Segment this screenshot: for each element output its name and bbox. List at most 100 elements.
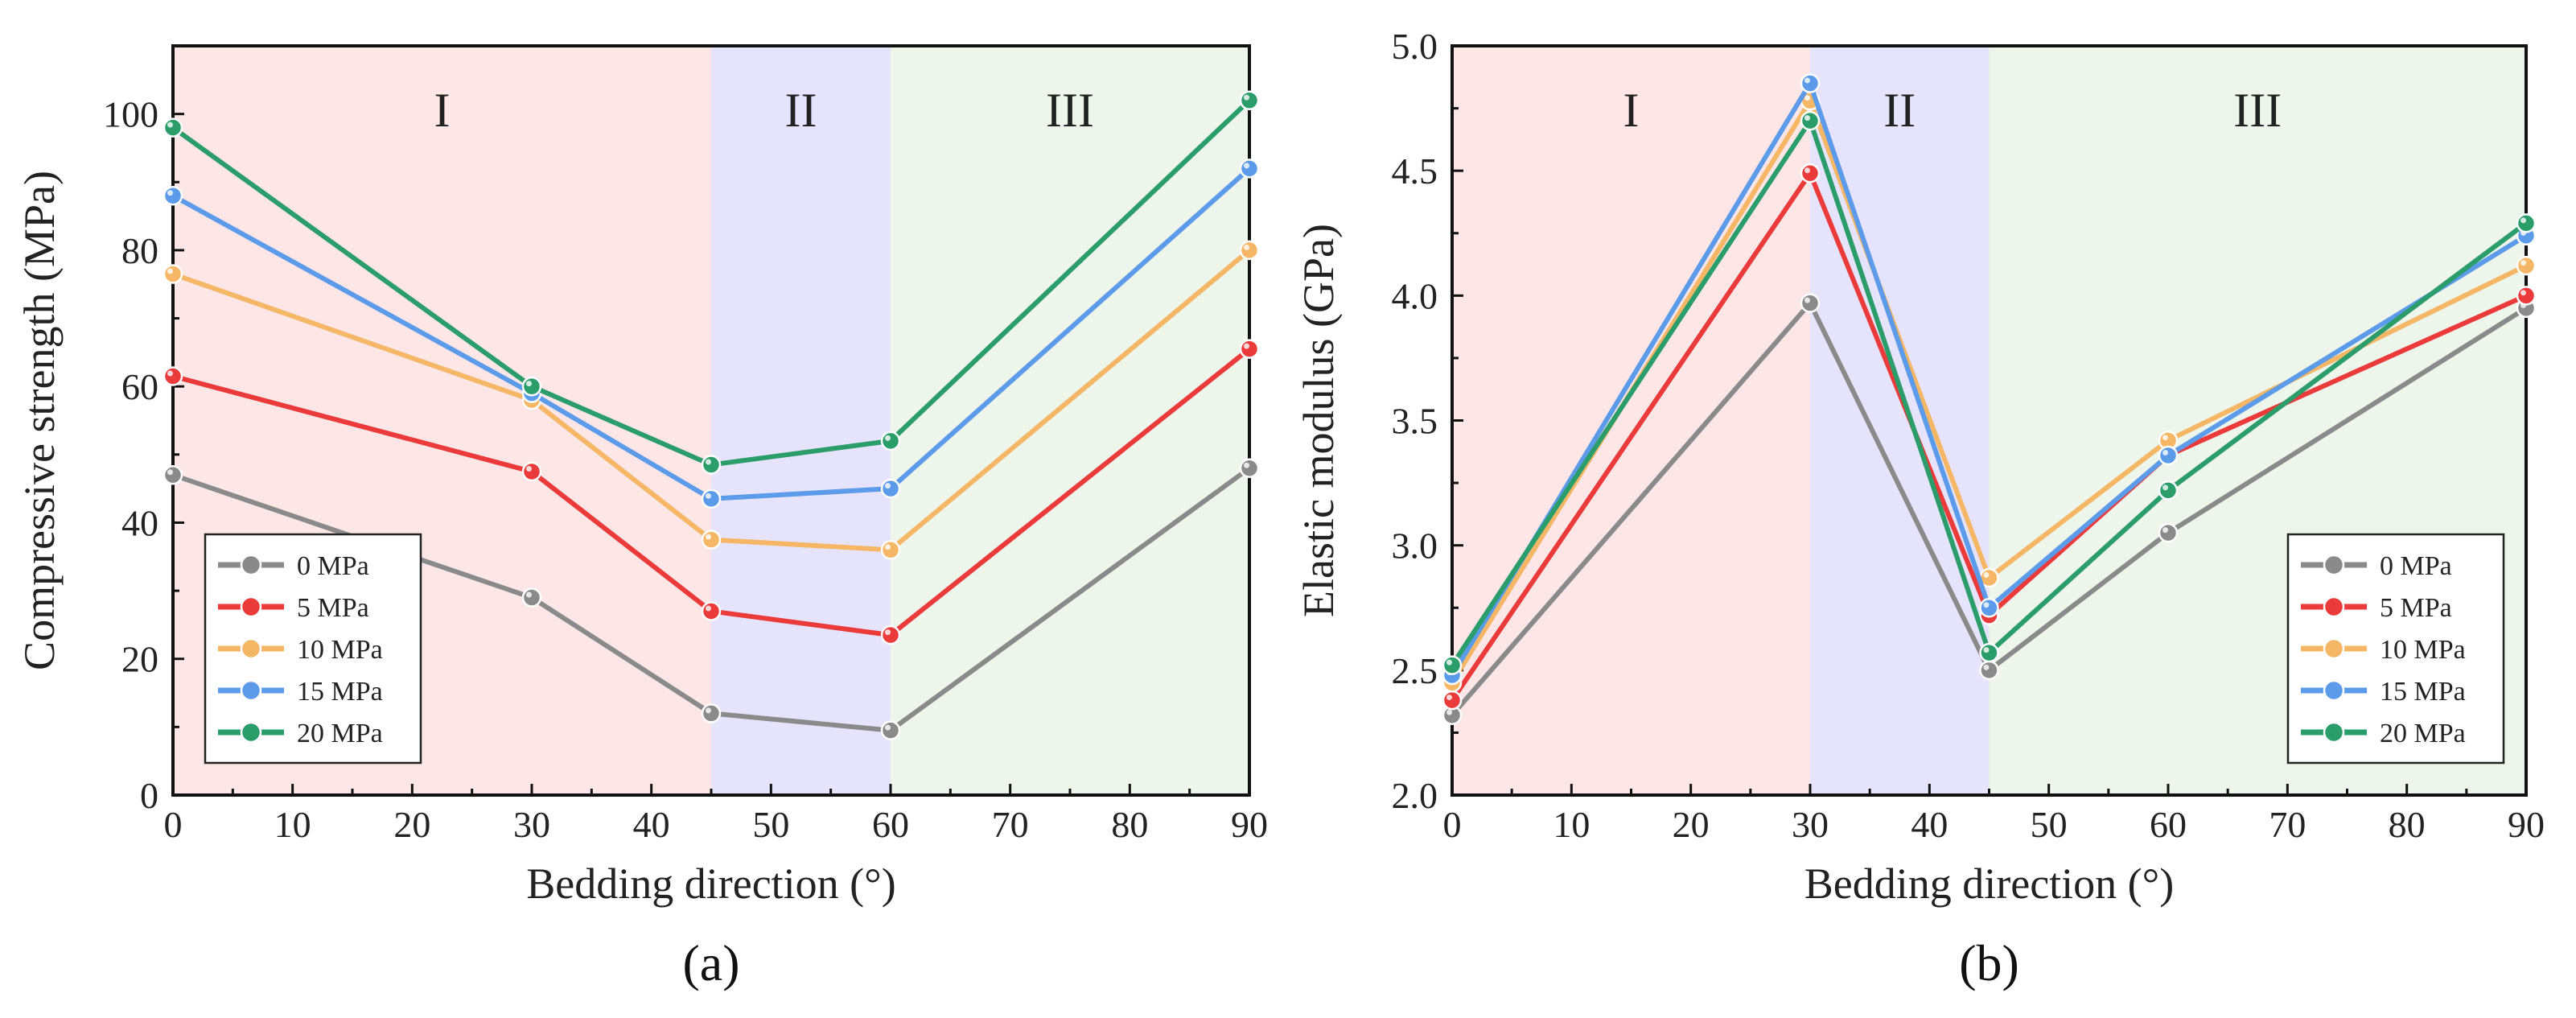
data-point-highlight: [2162, 435, 2168, 441]
panel-label: (b): [1959, 934, 2019, 991]
data-point-highlight: [1244, 462, 1249, 468]
x-tick-label: 0: [164, 804, 183, 845]
data-point-highlight: [2162, 527, 2168, 534]
legend-swatch-marker: [2323, 637, 2345, 660]
data-point: [1442, 655, 1463, 675]
legend-entry-label: 0 MPa: [297, 551, 369, 581]
data-point: [2158, 480, 2179, 501]
y-tick-label: 2.5: [1392, 650, 1438, 691]
legend-entry-label: 0 MPa: [2380, 551, 2452, 581]
legend-entry-label: 10 MPa: [2380, 635, 2466, 665]
x-tick-label: 0: [1443, 804, 1462, 845]
x-tick-label: 70: [2269, 804, 2306, 845]
data-point-highlight: [1446, 709, 1452, 715]
data-point-highlight: [1983, 647, 1990, 653]
data-point-highlight: [1804, 95, 1810, 101]
y-tick-label: 2.0: [1392, 775, 1438, 816]
data-point-highlight: [885, 629, 891, 636]
x-tick-label: 90: [1231, 804, 1268, 845]
data-point: [2158, 522, 2179, 543]
legend-swatch-marker: [240, 679, 262, 702]
data-point-highlight: [2162, 449, 2168, 455]
data-point-highlight: [167, 469, 173, 476]
legend-entry-label: 5 MPa: [297, 593, 369, 623]
data-point-highlight: [1244, 244, 1249, 250]
y-tick-label: 0: [140, 775, 158, 816]
data-point: [880, 478, 901, 499]
legend-entry-label: 10 MPa: [297, 635, 383, 665]
legend-entry-label: 20 MPa: [297, 719, 383, 748]
data-point-highlight: [2162, 484, 2168, 491]
data-point: [701, 530, 722, 550]
y-tick-label: 80: [121, 230, 158, 271]
region-label-2: II: [1883, 84, 1916, 137]
legend-swatch-marker: [240, 637, 262, 660]
data-point-highlight: [885, 483, 891, 489]
data-point: [1979, 598, 1999, 618]
legend-entry-label: 15 MPa: [2380, 677, 2466, 707]
legend-swatch-marker: [2323, 721, 2345, 744]
data-point: [1239, 458, 1260, 478]
data-point: [163, 366, 183, 386]
data-point: [2516, 255, 2537, 276]
data-point-highlight: [706, 605, 711, 612]
data-point-highlight: [706, 707, 711, 714]
data-point-highlight: [2520, 260, 2526, 266]
data-point-highlight: [2520, 217, 2526, 224]
data-point-highlight: [167, 370, 173, 377]
legend-entry-label: 15 MPa: [297, 677, 383, 707]
x-tick-label: 20: [1673, 804, 1710, 845]
x-tick-label: 20: [393, 804, 430, 845]
region-label-3: III: [1046, 84, 1094, 137]
x-tick-label: 40: [633, 804, 670, 845]
y-tick-label: 3.5: [1392, 401, 1438, 442]
y-tick-label: 20: [121, 639, 158, 680]
data-point-highlight: [167, 122, 173, 128]
x-tick-label: 40: [1911, 804, 1948, 845]
y-tick-label: 40: [121, 502, 158, 543]
data-point: [880, 720, 901, 740]
data-point-highlight: [526, 591, 532, 598]
data-point: [1239, 90, 1260, 110]
x-tick-label: 60: [872, 804, 909, 845]
data-point-highlight: [885, 435, 891, 441]
y-tick-label: 5.0: [1392, 26, 1438, 67]
data-point-highlight: [1804, 297, 1810, 303]
data-point-highlight: [885, 724, 891, 731]
x-tick-label: 60: [2150, 804, 2187, 845]
data-point: [880, 624, 901, 645]
data-point: [1800, 73, 1821, 93]
panel-label: (a): [682, 934, 739, 991]
legend-swatch-marker: [2323, 596, 2345, 618]
legend-swatch-marker: [240, 721, 262, 744]
data-point-highlight: [167, 268, 173, 274]
data-point: [1979, 642, 1999, 663]
data-point-highlight: [167, 190, 173, 196]
data-point: [163, 185, 183, 206]
data-point: [2516, 213, 2537, 233]
data-point-highlight: [1804, 115, 1810, 122]
data-point: [880, 431, 901, 451]
data-point-highlight: [1446, 694, 1452, 701]
data-point: [521, 461, 542, 482]
x-tick-label: 10: [1553, 804, 1590, 845]
y-tick-label: 100: [103, 94, 158, 135]
x-tick-label: 30: [513, 804, 550, 845]
data-point: [2158, 445, 2179, 466]
legend-swatch-marker: [240, 596, 262, 618]
data-point: [521, 376, 542, 397]
data-point-highlight: [526, 465, 532, 472]
y-tick-label: 4.5: [1392, 150, 1438, 192]
data-point: [1239, 159, 1260, 179]
data-point-highlight: [1983, 664, 1990, 670]
y-axis-label: Elastic modulus (GPa): [1294, 224, 1343, 617]
x-axis-label: Bedding direction (°): [526, 859, 895, 908]
x-tick-label: 80: [1111, 804, 1148, 845]
data-point: [1800, 163, 1821, 183]
data-point: [163, 464, 183, 485]
data-point: [521, 587, 542, 608]
data-point: [163, 264, 183, 284]
data-point-highlight: [706, 493, 711, 499]
